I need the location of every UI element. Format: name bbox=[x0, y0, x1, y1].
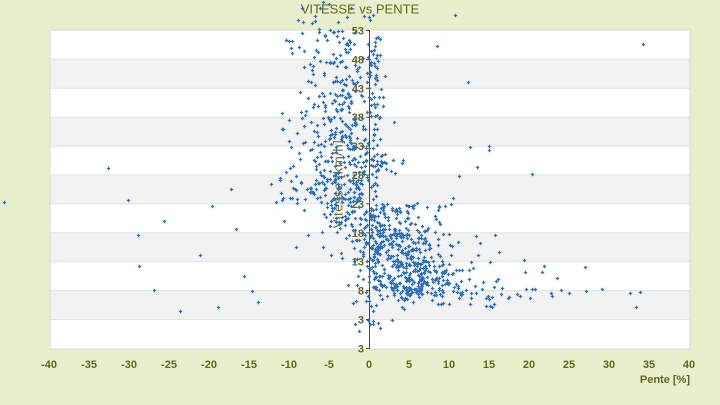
svg-text:20: 20 bbox=[523, 359, 535, 371]
svg-text:35: 35 bbox=[643, 359, 655, 371]
svg-text:53: 53 bbox=[352, 26, 364, 38]
svg-text:-10: -10 bbox=[281, 359, 297, 371]
svg-text:38: 38 bbox=[352, 112, 364, 124]
svg-text:-25: -25 bbox=[161, 359, 177, 371]
svg-text:3: 3 bbox=[358, 343, 364, 355]
svg-text:Pente [%]: Pente [%] bbox=[640, 374, 690, 386]
svg-text:15: 15 bbox=[483, 359, 495, 371]
svg-text:-35: -35 bbox=[81, 359, 97, 371]
svg-text:25: 25 bbox=[563, 359, 575, 371]
svg-text:-20: -20 bbox=[201, 359, 217, 371]
svg-text:48: 48 bbox=[352, 54, 364, 66]
svg-text:40: 40 bbox=[683, 359, 695, 371]
svg-text:-15: -15 bbox=[241, 359, 257, 371]
svg-text:13: 13 bbox=[352, 257, 364, 269]
svg-text:-40: -40 bbox=[41, 359, 57, 371]
svg-text:VITESSE vs PENTE: VITESSE vs PENTE bbox=[301, 2, 420, 17]
svg-text:-5: -5 bbox=[324, 359, 334, 371]
svg-text:0: 0 bbox=[366, 359, 372, 371]
svg-text:43: 43 bbox=[352, 83, 364, 95]
svg-text:8: 8 bbox=[358, 286, 364, 298]
svg-text:30: 30 bbox=[603, 359, 615, 371]
svg-text:10: 10 bbox=[443, 359, 455, 371]
svg-text:-30: -30 bbox=[121, 359, 137, 371]
svg-text:5: 5 bbox=[406, 359, 412, 371]
svg-text:3: 3 bbox=[358, 315, 364, 327]
